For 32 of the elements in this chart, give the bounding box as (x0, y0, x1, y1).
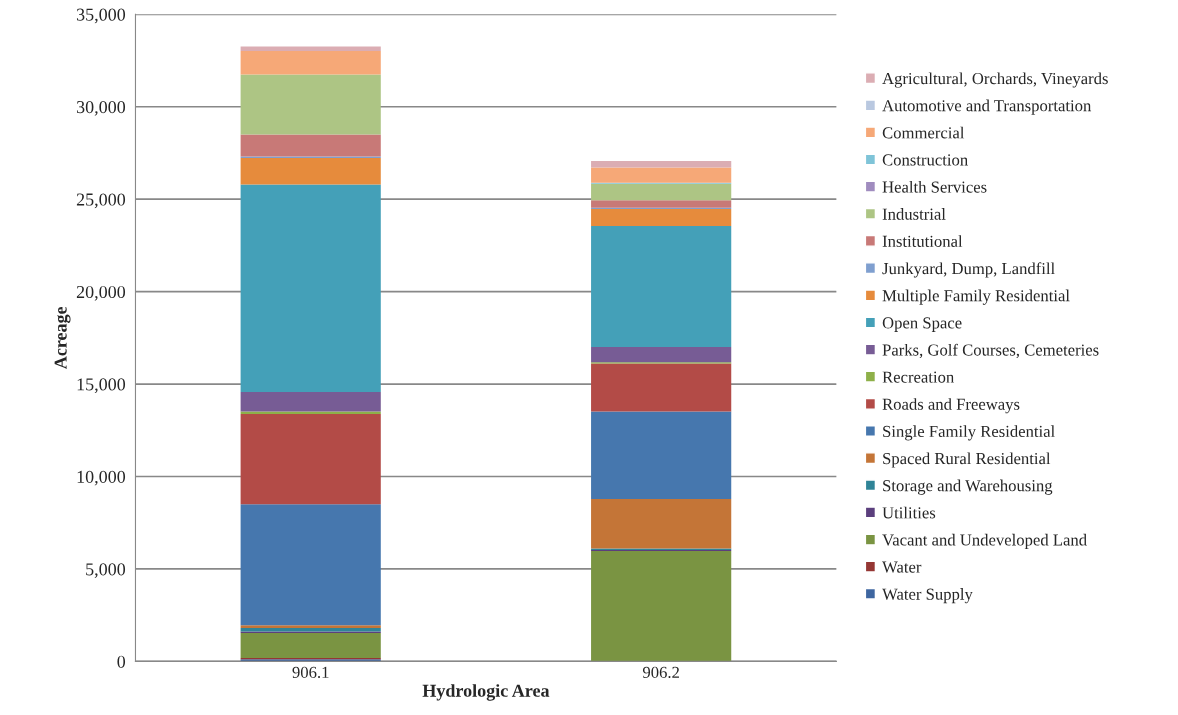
legend-label: Water Supply (882, 588, 973, 604)
legend-label: Multiple Family Residential (882, 289, 1070, 305)
legend-label: Junkyard, Dump, Landfill (882, 262, 1055, 278)
legend-label: Institutional (882, 235, 963, 247)
legend-label: Open Space (882, 317, 962, 332)
legend-label: Vacant and Undeveloped Land (882, 533, 1087, 549)
y-tick-label: 0 (117, 655, 126, 668)
y-tick-label: 35,000 (76, 8, 126, 24)
legend-label: Recreation (882, 371, 954, 383)
legend-label: Agricultural, Orchards, Vineyards (882, 72, 1108, 88)
y-tick-label: 10,000 (77, 470, 126, 486)
x-tick-label: 906.2 (642, 666, 679, 679)
legend-label: Construction (882, 154, 968, 166)
y-axis-title: Acreage (54, 306, 71, 370)
y-tick-label: 20,000 (76, 285, 126, 301)
x-tick-label: 906.1 (292, 666, 329, 679)
y-tick-label: 25,000 (76, 193, 126, 209)
legend-label: Spaced Rural Residential (883, 452, 1051, 468)
legend-label: Automotive and Transportation (882, 99, 1092, 115)
legend-label: Single Family Residential (883, 425, 1055, 441)
legend-label: Utilities (882, 506, 936, 519)
legend-label: Water (882, 561, 922, 573)
legend-label: Roads and Freeways (882, 398, 1020, 414)
legend-label: Parks, Golf Courses, Cemeteries (882, 343, 1099, 359)
y-tick-label: 5,000 (86, 563, 126, 578)
legend-label: Health Services (882, 180, 987, 193)
y-tick-label: 15,000 (77, 378, 126, 394)
legend-label: Commercial (882, 126, 965, 139)
legend-label: Storage and Warehousing (883, 479, 1053, 495)
x-axis-title: Hydrologic Area (422, 684, 550, 701)
y-tick-label: 30,000 (76, 101, 126, 116)
legend-label: Industrial (882, 208, 946, 220)
